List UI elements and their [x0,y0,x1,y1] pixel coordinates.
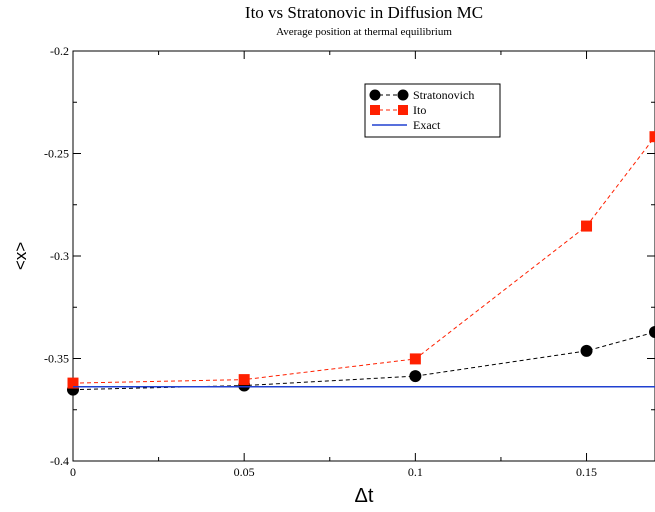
y-tick-label: -0.35 [44,352,69,366]
y-tick-label: -0.4 [50,454,69,468]
x-tick-label: 0.05 [234,465,255,479]
x-axis-label: Δt [355,485,374,507]
data-point-ito [409,353,421,365]
data-point-ito [238,374,250,386]
legend-marker-ito [398,105,408,115]
legend-label-exact: Exact [413,118,441,132]
data-point-ito [581,220,593,232]
series-line-ito [72,136,655,384]
x-tick-label: 0.15 [576,465,597,479]
data-point-ito [649,131,655,143]
legend-marker-stratonovich [397,89,409,101]
axes: 0 0.05 0.1 0.15 -0.4 -0.35 -0.3 -0.25 -0.2 [44,44,655,479]
y-axis-label: <x> [11,242,30,270]
plot-frame [72,50,655,462]
legend-marker-stratonovich [369,89,381,101]
chart-title: Ito vs Stratonovic in Diffusion MC [245,3,483,22]
y-tick-label: -0.25 [44,147,69,161]
series-group [67,131,655,396]
x-tick-label: 0 [70,465,76,479]
data-point-stratonovich [580,344,593,357]
legend-label-stratonovich: Stratonovich [413,88,474,102]
y-tick-label: -0.2 [50,44,69,58]
data-point-stratonovich [409,370,422,383]
chart-subtitle: Average position at thermal equilibrium [276,26,452,38]
y-tick-label: -0.3 [50,249,69,263]
legend-marker-ito [370,105,380,115]
data-point-stratonovich [649,326,655,339]
data-point-ito [67,377,79,389]
x-tick-label: 0.1 [408,465,423,479]
legend-label-ito: Ito [413,103,426,117]
